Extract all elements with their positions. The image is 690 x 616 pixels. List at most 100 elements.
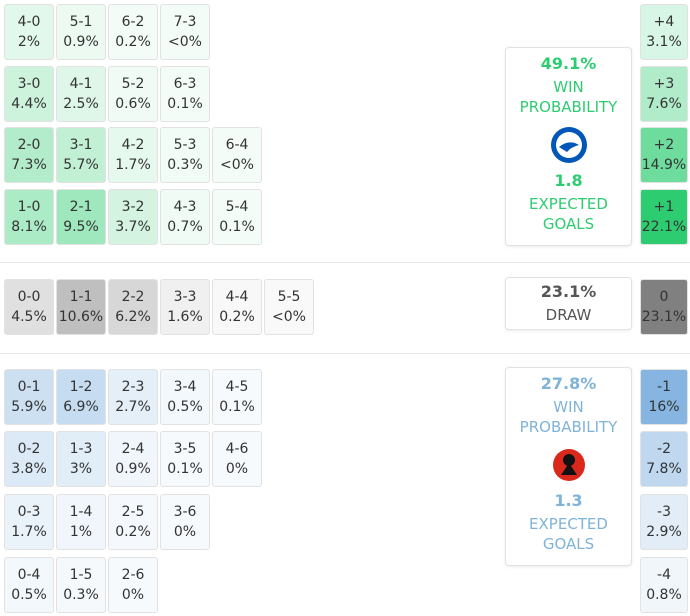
score: 6-2 [121, 14, 145, 30]
score-cell: 4-0 2% [4, 4, 54, 60]
score-cell: 6-3 0.1% [160, 66, 210, 122]
probability: 0.9% [63, 34, 99, 50]
score-cell: 1-0 8.1% [4, 189, 54, 245]
goal-difference: +4 [653, 14, 675, 30]
probability: 1.7% [11, 524, 47, 540]
score: 2-6 [121, 567, 145, 583]
goal-difference-cell: -1 16% [640, 369, 688, 425]
score: 0-1 [17, 379, 41, 395]
score-cell: 2-3 2.7% [108, 369, 158, 425]
score: 4-0 [17, 14, 41, 30]
probability: 4.4% [11, 96, 47, 112]
probability: 5.7% [63, 157, 99, 173]
probability: 0.5% [11, 587, 47, 603]
score-cell: 1-2 6.9% [56, 369, 106, 425]
probability: 0.8% [646, 587, 682, 603]
score: 5-3 [173, 137, 197, 153]
probability: 0.2% [115, 524, 151, 540]
probability: 8.1% [11, 219, 47, 235]
probability: 0% [121, 587, 145, 603]
probability: 1.6% [167, 309, 203, 325]
goal-difference: +1 [653, 199, 675, 215]
score-cell: 3-0 4.4% [4, 66, 54, 122]
score-cell: 0-0 4.5% [4, 279, 54, 335]
score-cell: 1-4 1% [56, 494, 106, 550]
score-cell: 6-2 0.2% [108, 4, 158, 60]
probability: 7.3% [11, 157, 47, 173]
score: 4-4 [225, 289, 249, 305]
probability: <0% [168, 34, 202, 50]
score-cell: 4-2 1.7% [108, 127, 158, 183]
probability: 22.1% [641, 219, 687, 235]
probability: 2.5% [63, 96, 99, 112]
draw-summary: 23.1% DRAW [505, 277, 632, 330]
probability: 0% [225, 461, 249, 477]
probability: 2% [17, 34, 41, 50]
probability: <0% [220, 157, 254, 173]
score: 1-5 [69, 567, 93, 583]
probability: 0.1% [219, 399, 255, 415]
score: 5-1 [69, 14, 93, 30]
score: 0-3 [17, 504, 41, 520]
probability: 4.5% [11, 309, 47, 325]
probability: 16% [648, 399, 680, 415]
probability: 7.6% [646, 96, 682, 112]
score: 2-3 [121, 379, 145, 395]
score-cell: 5-2 0.6% [108, 66, 158, 122]
goal-difference-cell: -4 0.8% [640, 557, 688, 613]
score-cell: 3-5 0.1% [160, 431, 210, 487]
score: 4-6 [225, 441, 249, 457]
score: 3-2 [121, 199, 145, 215]
probability: 0% [173, 524, 197, 540]
score-cell: 0-4 0.5% [4, 557, 54, 613]
score-cell: 3-3 1.6% [160, 279, 210, 335]
expected-goals-label: EXPECTED GOALS [529, 515, 608, 553]
score: 0-0 [17, 289, 41, 305]
score: 3-0 [17, 76, 41, 92]
score: 1-4 [69, 504, 93, 520]
score: 2-2 [121, 289, 145, 305]
expected-goals: 1.3 [554, 491, 583, 510]
score-cell: 5-5 <0% [264, 279, 314, 335]
score: 5-5 [277, 289, 301, 305]
score: 0-4 [17, 567, 41, 583]
probability: 0.3% [167, 157, 203, 173]
probability: 0.7% [167, 219, 203, 235]
score-cell: 3-6 0% [160, 494, 210, 550]
draw-label: DRAW [545, 306, 592, 324]
score-cell: 2-5 0.2% [108, 494, 158, 550]
score: 1-3 [69, 441, 93, 457]
goal-difference: +3 [653, 76, 675, 92]
goal-difference: 0 [659, 289, 669, 305]
win-label: WIN PROBABILITY [519, 398, 618, 436]
draw-probability: 23.1% [540, 282, 597, 301]
goal-difference-cell: 0 23.1% [640, 279, 688, 335]
probability: 3.8% [11, 461, 47, 477]
home-summary: 49.1% WIN PROBABILITY 1.8 EXPECTED GOALS [505, 47, 632, 246]
win-label: WIN PROBABILITY [519, 78, 618, 116]
probability: 5.9% [11, 399, 47, 415]
score: 2-5 [121, 504, 145, 520]
goal-difference: -2 [657, 441, 671, 457]
goal-difference-cell: +2 14.9% [640, 127, 688, 183]
probability: 0.2% [115, 34, 151, 50]
score: 2-0 [17, 137, 41, 153]
probability: 0.9% [115, 461, 151, 477]
score-cell: 0-2 3.8% [4, 431, 54, 487]
score: 4-5 [225, 379, 249, 395]
score: 3-4 [173, 379, 197, 395]
probability: 9.5% [63, 219, 99, 235]
score: 2-1 [69, 199, 93, 215]
probability: 0.1% [219, 219, 255, 235]
score: 5-2 [121, 76, 145, 92]
probability: 10.6% [58, 309, 104, 325]
goal-difference: -3 [657, 504, 671, 520]
score-cell: 7-3 <0% [160, 4, 210, 60]
probability: 6.9% [63, 399, 99, 415]
score: 1-0 [17, 199, 41, 215]
probability: 2.7% [115, 399, 151, 415]
score-cell: 1-3 3% [56, 431, 106, 487]
probability: 2.9% [646, 524, 682, 540]
score: 7-3 [173, 14, 197, 30]
team-logo [549, 125, 589, 165]
